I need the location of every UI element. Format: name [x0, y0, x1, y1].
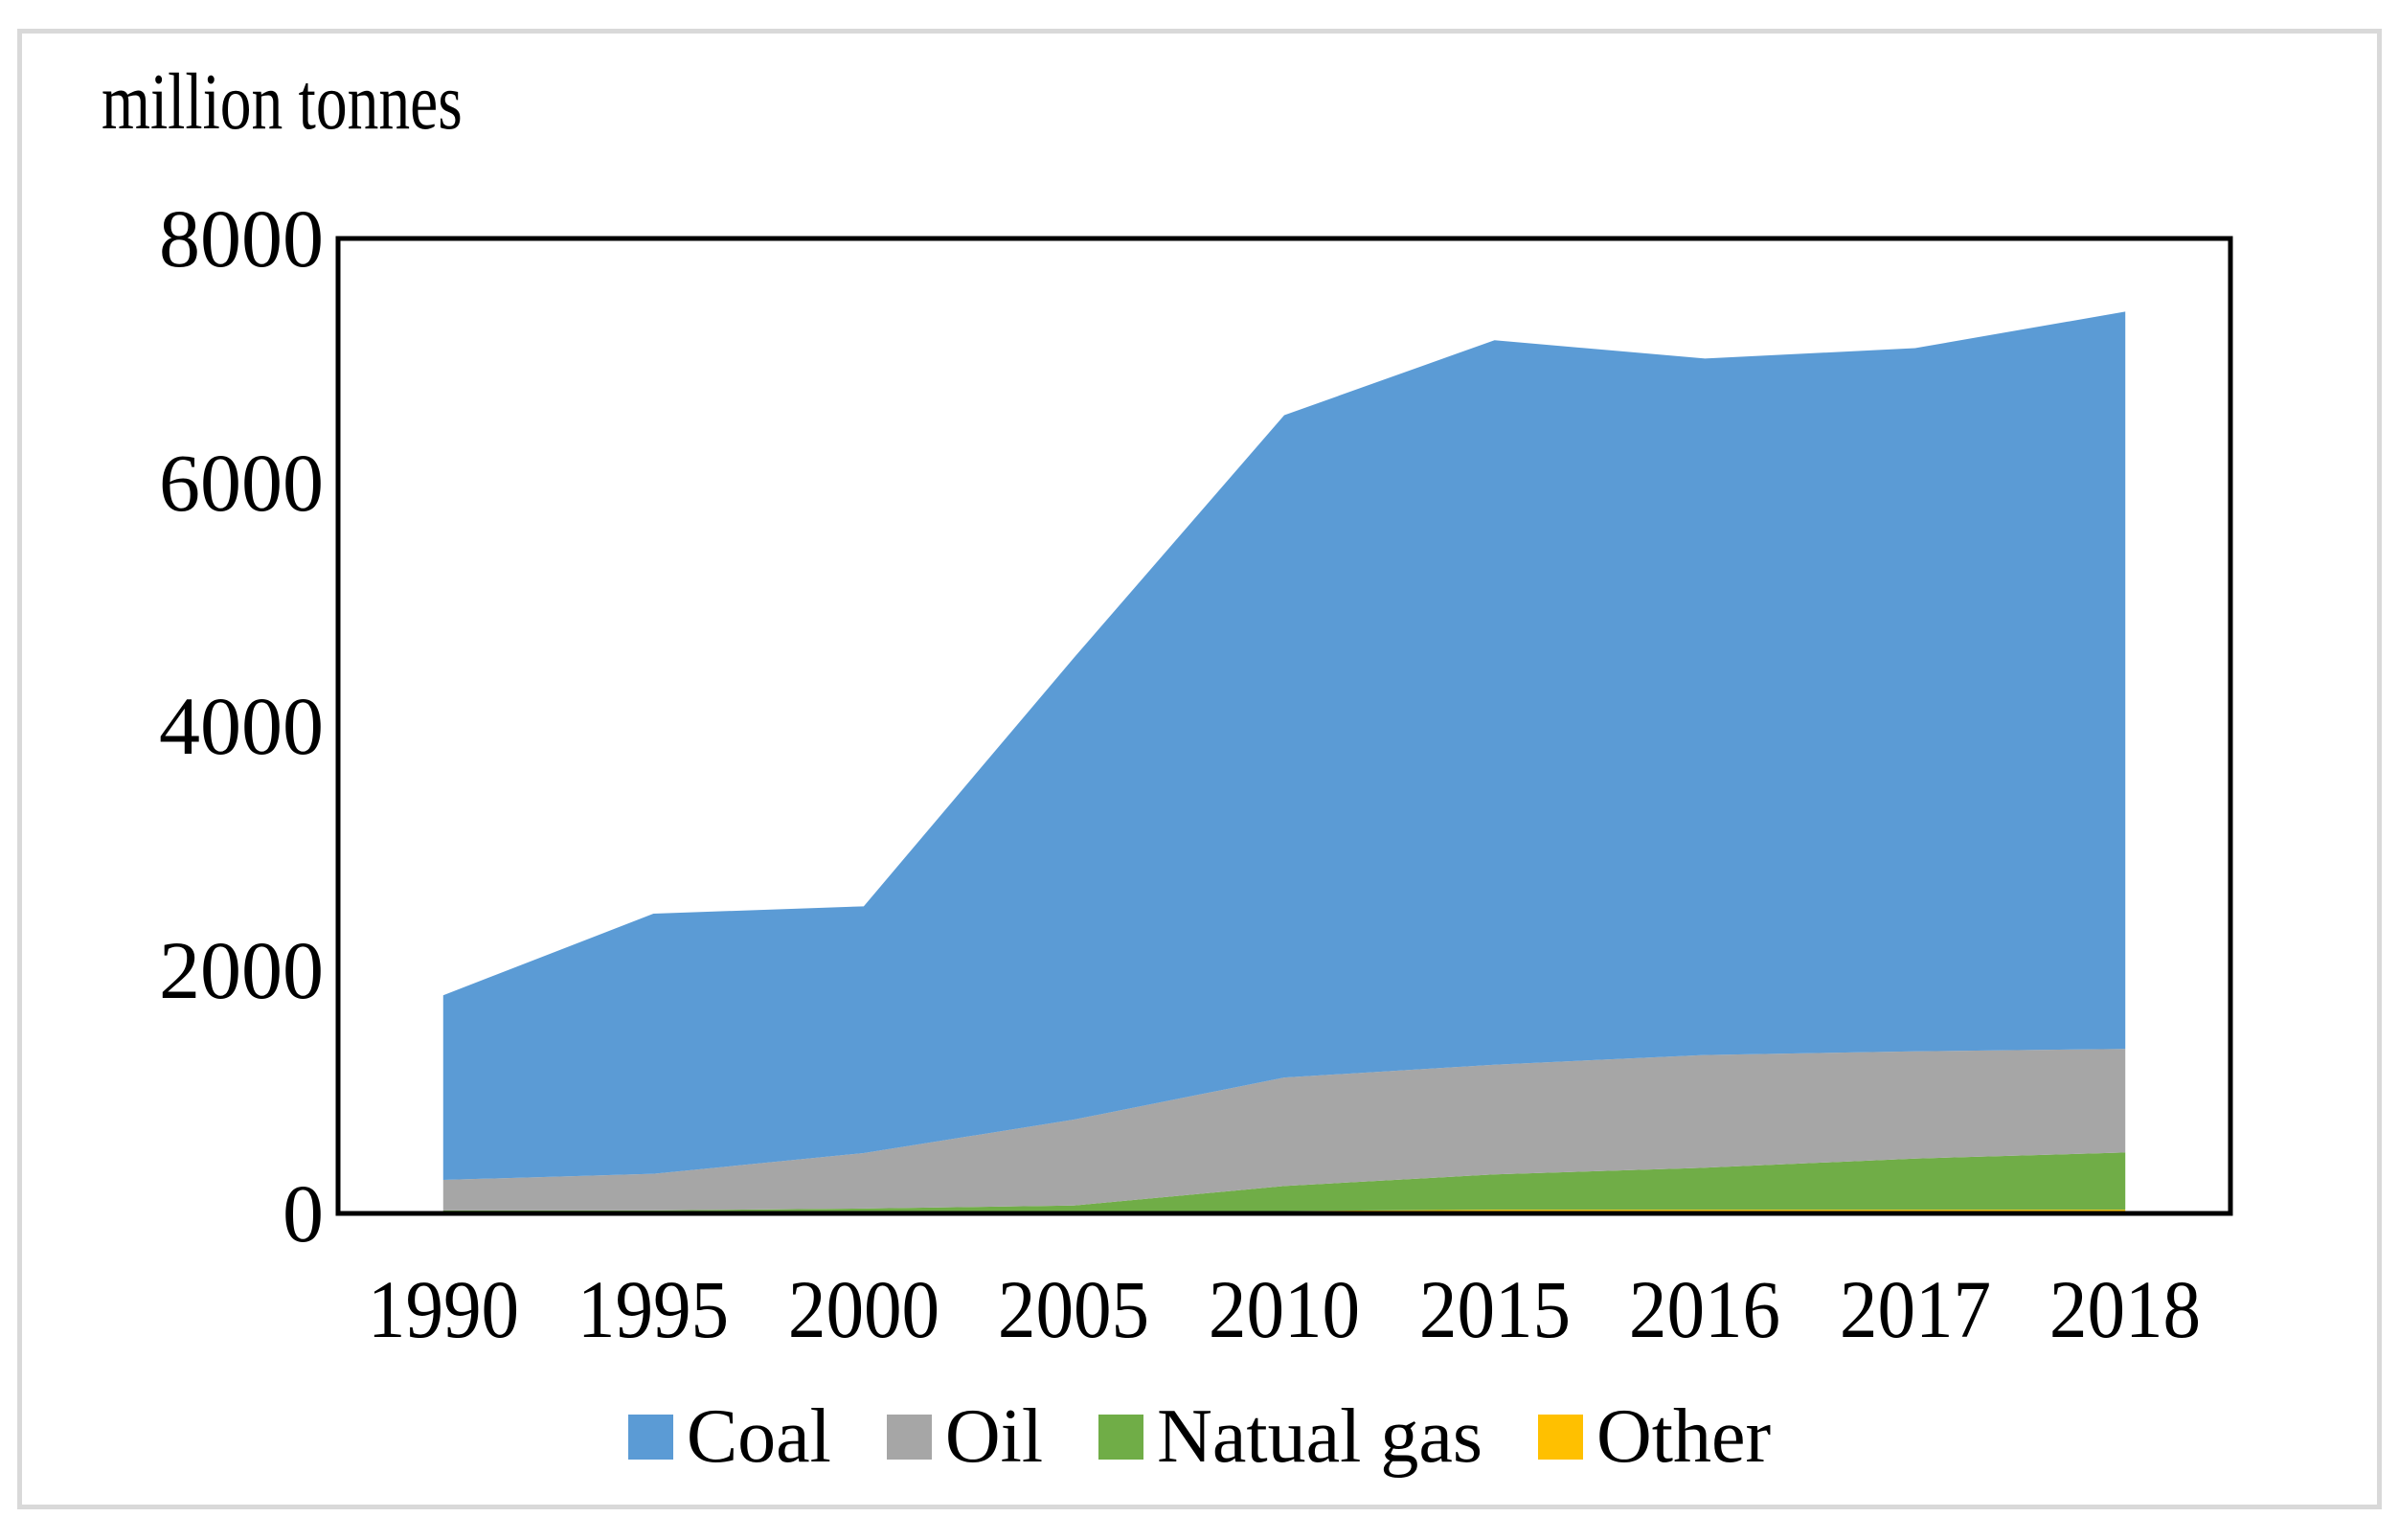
chart-legend: Coal Oil Natual gas Other [0, 1387, 2399, 1486]
legend-label-coal: Coal [686, 1394, 831, 1479]
y-axis-label-8000: 8000 [159, 192, 324, 284]
x-axis-label-2018: 2018 [2049, 1263, 2202, 1355]
y-axis-label-2000: 2000 [159, 923, 324, 1016]
legend-swatch-natual-gas [1098, 1414, 1144, 1460]
x-axis-label-1990: 1990 [367, 1263, 519, 1355]
legend-item-oil: Oil [886, 1394, 1044, 1479]
legend-swatch-oil [886, 1414, 932, 1460]
chart-title: million tonnes [102, 57, 463, 147]
y-axis-label-6000: 6000 [159, 436, 324, 529]
y-axis-label-4000: 4000 [159, 680, 324, 772]
legend-item-other: Other [1538, 1394, 1771, 1479]
area-oil [442, 1049, 2126, 1211]
legend-item-coal: Coal [627, 1394, 831, 1479]
legend-item-natual-gas: Natual gas [1098, 1394, 1482, 1479]
x-axis-label-2015: 2015 [1418, 1263, 1571, 1355]
x-axis-label-2010: 2010 [1208, 1263, 1361, 1355]
plot-area-border [335, 236, 2233, 1216]
area-natual-gas [442, 1152, 2126, 1212]
x-axis-label-1995: 1995 [577, 1263, 730, 1355]
legend-label-natual-gas: Natual gas [1157, 1394, 1483, 1479]
legend-swatch-coal [627, 1414, 673, 1460]
x-axis-label-2000: 2000 [787, 1263, 939, 1355]
x-axis-label-2017: 2017 [1839, 1263, 1991, 1355]
legend-swatch-other [1538, 1414, 1584, 1460]
x-axis-label-2016: 2016 [1628, 1263, 1781, 1355]
x-axis-label-2005: 2005 [998, 1263, 1150, 1355]
y-axis-label-0: 0 [283, 1167, 324, 1259]
legend-label-other: Other [1596, 1394, 1772, 1479]
area-coal [442, 311, 2126, 1181]
legend-label-oil: Oil [944, 1394, 1044, 1479]
